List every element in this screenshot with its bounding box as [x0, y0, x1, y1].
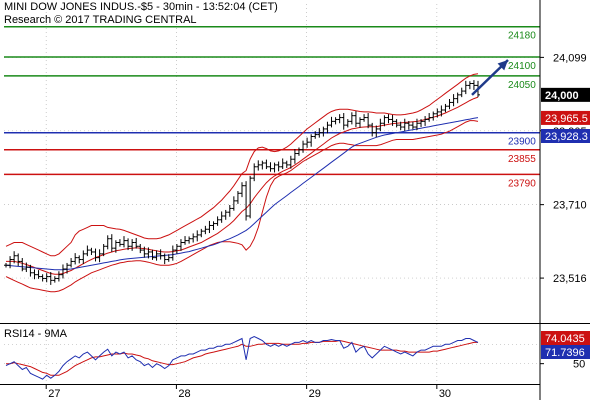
- y-tick-label: 23,516: [553, 273, 587, 285]
- moving-average-blue-line: [5, 117, 479, 271]
- bid-price-tag: 23,965.5: [545, 113, 588, 125]
- rsi-ma-line: [6, 339, 478, 376]
- projection-arrow: [471, 59, 509, 96]
- level-label-24180: 24180: [508, 31, 536, 42]
- level-label-bg: [506, 134, 539, 148]
- level-label-23790: 23790: [508, 178, 536, 189]
- x-tick-label: 28: [178, 388, 190, 400]
- level-label-bg: [506, 151, 539, 165]
- rsi-ma-tag-bg: [541, 331, 590, 345]
- x-tick-label: 30: [439, 388, 451, 400]
- chart-title: MINI DOW JONES INDUS.-$5 - 30min - 13:52…: [4, 1, 278, 13]
- x-tick-label: 27: [48, 388, 60, 400]
- bid-price-tag-bg: [541, 110, 590, 125]
- bollinger-bands: [5, 73, 479, 293]
- level-label-23900: 23900: [508, 137, 536, 148]
- level-label-bg: [506, 176, 539, 190]
- copyright-line: Research © 2017 TRADING CENTRAL: [4, 14, 197, 26]
- bollinger-upper-line: [5, 73, 479, 257]
- last-price-tag: 24,000: [545, 90, 579, 102]
- candles: [4, 80, 480, 285]
- rsi-ma-tag: 74.0435: [545, 333, 585, 345]
- moving-average-red-line: [6, 96, 479, 275]
- rsi-y-tick-label: 50: [573, 359, 585, 371]
- level-label-23855: 23855: [508, 154, 536, 165]
- level-label-bg: [506, 28, 539, 42]
- y-tick-label: 24,099: [553, 52, 587, 64]
- level-label-bg: [506, 59, 539, 72]
- level-label-bg: [506, 77, 539, 91]
- grid-lines: [4, 4, 540, 383]
- last-price-tag-bg: [541, 87, 590, 102]
- y-tick-label: 23,710: [553, 200, 587, 212]
- rsi-line: [5, 336, 479, 380]
- ask-price-tag-bg: [541, 129, 590, 144]
- rsi-value-tag-bg: [541, 345, 590, 359]
- level-label-24100: 24100: [508, 61, 536, 72]
- rsi-title: RSI14 - 9MA: [4, 328, 67, 340]
- level-label-24050: 24050: [508, 80, 536, 91]
- ask-price-tag: 23,928.3: [545, 131, 588, 143]
- level-lines: 24180 24100 24050 23900 23855 23790: [4, 25, 540, 190]
- price-tags: 24,000 23,965.5 23,928.3 74.0435 71.7396: [541, 87, 590, 359]
- bollinger-lower-line: [5, 120, 479, 293]
- rsi-value-tag: 71.7396: [545, 347, 585, 359]
- rsi-panel: [4, 336, 540, 380]
- projection-arrow-head: [497, 60, 508, 71]
- x-tick-label: 29: [309, 388, 321, 400]
